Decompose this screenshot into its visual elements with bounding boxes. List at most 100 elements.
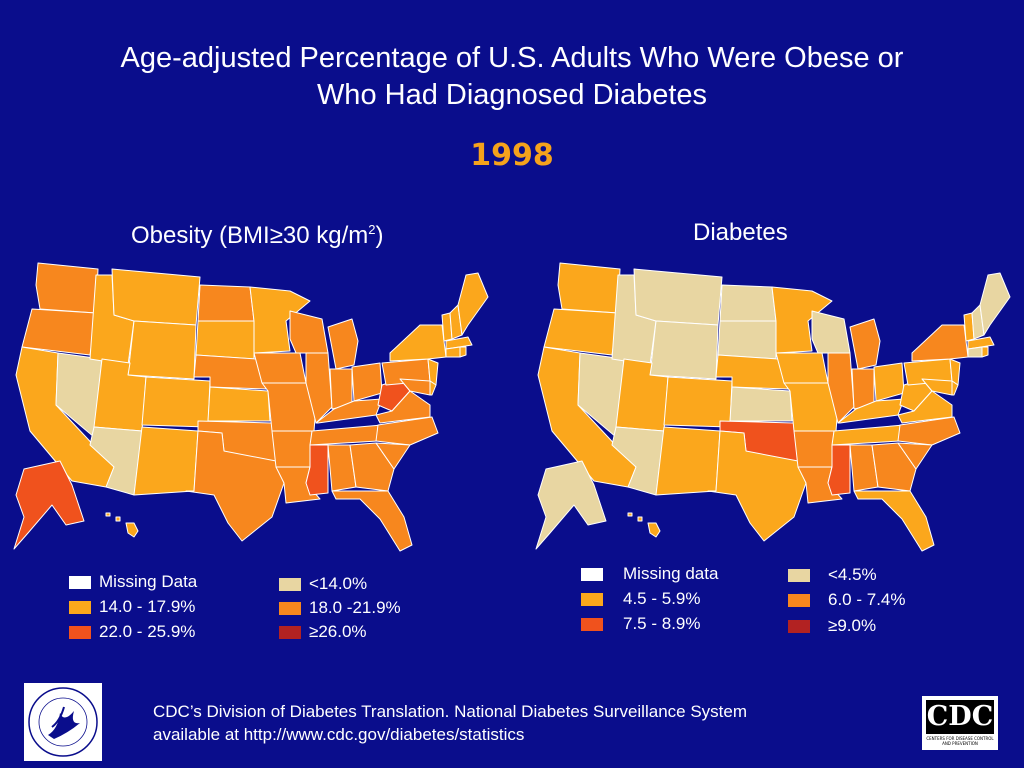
state-massachusetts — [445, 336, 473, 350]
state-iowa — [775, 352, 829, 384]
legend-swatch — [788, 594, 810, 607]
footer-citation: CDC’s Division of Diabetes Translation. … — [153, 700, 747, 746]
state-michigan — [327, 318, 359, 370]
legend-label: ≥26.0% — [309, 622, 367, 641]
legend-label: 4.5 - 5.9% — [623, 589, 701, 608]
state-georgia — [871, 442, 917, 492]
state-north-carolina — [375, 416, 439, 446]
legend-swatch — [581, 593, 603, 606]
footer-line-1: CDC’s Division of Diabetes Translation. … — [153, 702, 748, 721]
state-illinois — [827, 352, 855, 424]
state-maine — [979, 272, 1011, 336]
state-alaska — [13, 460, 85, 550]
hhs-seal-icon — [28, 687, 98, 757]
legend-swatch — [581, 568, 603, 581]
state-texas — [185, 430, 285, 542]
state-connecticut — [445, 346, 461, 358]
state-washington — [35, 262, 99, 314]
legend-swatch — [69, 626, 91, 639]
state-delaware — [429, 380, 437, 396]
state-illinois — [305, 352, 333, 424]
legend-swatch — [279, 602, 301, 615]
legend-label: Missing data — [623, 564, 719, 583]
state-michigan — [849, 318, 881, 370]
legend-label: 7.5 - 8.9% — [623, 614, 701, 633]
state-north-dakota — [719, 284, 777, 322]
legend-swatch — [279, 578, 301, 591]
title-line-2: Who Had Diagnosed Diabetes — [316, 79, 708, 111]
obesity-map-title: Obesity (BMI≥30 kg/m2) — [131, 222, 384, 249]
legend-swatch — [788, 569, 810, 582]
state-kansas — [729, 386, 793, 422]
legend-label: 22.0 - 25.9% — [99, 622, 196, 641]
legend-label: Missing Data — [99, 572, 198, 591]
legend-label: 18.0 -21.9% — [309, 598, 401, 617]
state-south-dakota — [717, 320, 777, 360]
hhs-logo — [24, 683, 102, 761]
state-iowa — [253, 352, 307, 384]
state-south-dakota — [195, 320, 255, 360]
slide-title: Age-adjusted Percentage of U.S. Adults W… — [0, 40, 1024, 114]
state-north-dakota — [197, 284, 255, 322]
obesity-map — [13, 262, 489, 552]
state-south-carolina — [897, 442, 933, 470]
state-hawaii — [627, 512, 661, 538]
state-ohio — [873, 362, 905, 402]
state-florida — [331, 490, 413, 552]
state-wyoming — [127, 320, 197, 380]
state-texas — [707, 430, 807, 542]
state-tennessee — [309, 424, 383, 446]
state-montana — [633, 268, 723, 326]
state-colorado — [141, 376, 211, 428]
cdc-logo-subtext: CENTERS FOR DISEASE CONTROL AND PREVENTI… — [926, 736, 994, 746]
state-wisconsin — [811, 310, 851, 354]
state-florida — [853, 490, 935, 552]
state-montana — [111, 268, 201, 326]
state-tennessee — [831, 424, 905, 446]
state-north-carolina — [897, 416, 961, 446]
state-wyoming — [649, 320, 719, 380]
footer-line-2: available at http://www.cdc.gov/diabetes… — [153, 725, 525, 744]
state-hawaii — [105, 512, 139, 538]
state-wisconsin — [289, 310, 329, 354]
legend-label: ≥9.0% — [828, 616, 877, 635]
state-minnesota — [249, 286, 311, 354]
state-minnesota — [771, 286, 833, 354]
legend-swatch — [69, 576, 91, 589]
state-oregon — [21, 308, 97, 356]
state-new-mexico — [655, 426, 721, 496]
state-alaska — [535, 460, 607, 550]
state-washington — [557, 262, 621, 314]
state-rhode-island — [981, 346, 989, 358]
state-virginia — [375, 390, 431, 424]
legend-swatch — [788, 620, 810, 633]
state-new-york — [911, 324, 969, 362]
state-virginia — [897, 390, 953, 424]
state-maine — [457, 272, 489, 336]
diabetes-map-title: Diabetes — [693, 219, 788, 246]
state-arkansas — [793, 430, 835, 468]
state-delaware — [951, 380, 959, 396]
legend-swatch — [279, 626, 301, 639]
state-new-york — [389, 324, 447, 362]
state-colorado — [663, 376, 733, 428]
year-label: 1998 — [470, 138, 554, 173]
title-line-1: Age-adjusted Percentage of U.S. Adults W… — [120, 42, 904, 74]
state-ohio — [351, 362, 383, 402]
state-massachusetts — [967, 336, 995, 350]
state-rhode-island — [459, 346, 467, 358]
state-kansas — [207, 386, 271, 422]
legend-swatch — [69, 601, 91, 614]
legend-label: 6.0 - 7.4% — [828, 590, 906, 609]
state-connecticut — [967, 346, 983, 358]
legend-label: <14.0% — [309, 574, 368, 593]
state-arkansas — [271, 430, 313, 468]
cdc-logo: CDC CENTERS FOR DISEASE CONTROL AND PREV… — [922, 696, 998, 750]
state-georgia — [349, 442, 395, 492]
state-south-carolina — [375, 442, 411, 470]
state-oregon — [543, 308, 619, 356]
diabetes-map — [535, 262, 1011, 552]
legend-label: 14.0 - 17.9% — [99, 597, 196, 616]
state-new-mexico — [133, 426, 199, 496]
legend-swatch — [581, 618, 603, 631]
